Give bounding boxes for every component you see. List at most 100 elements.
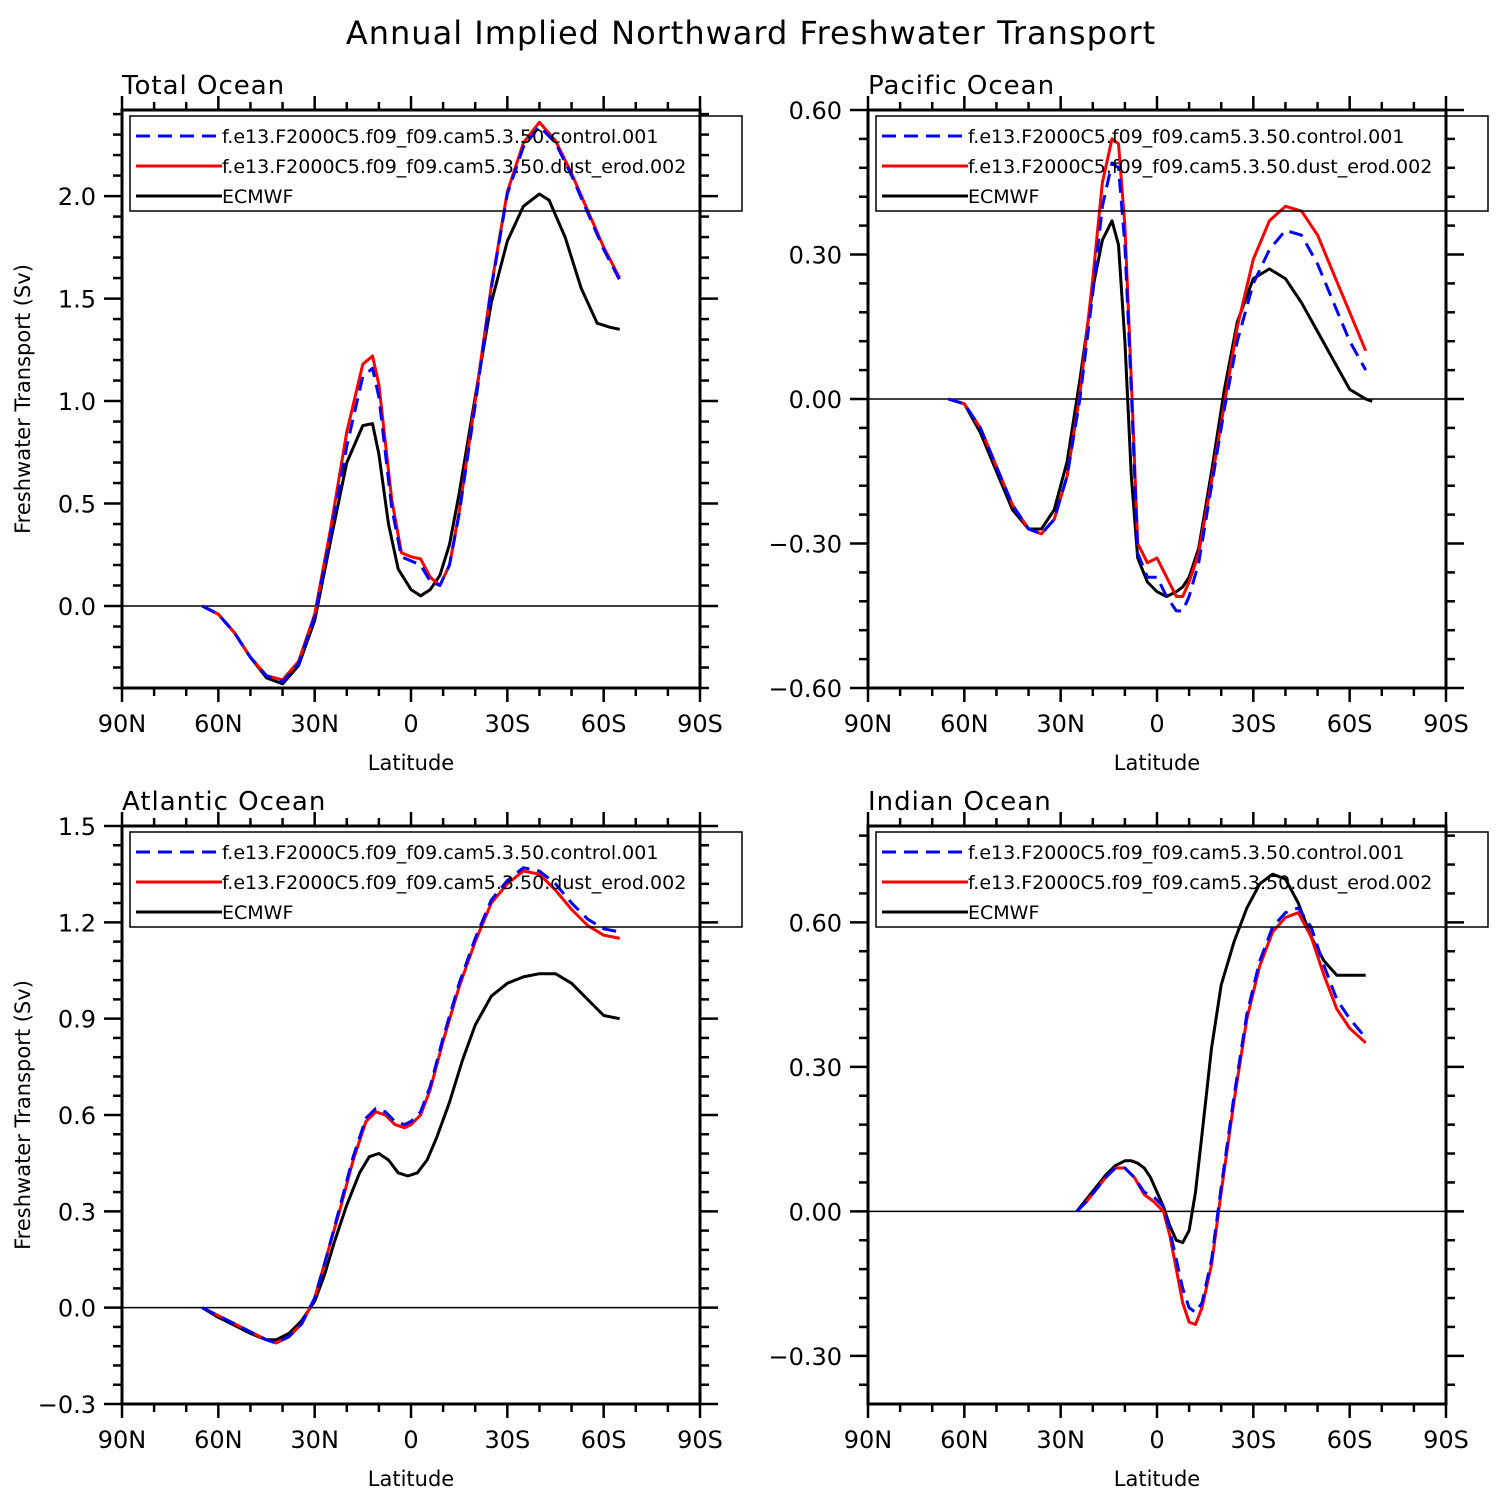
figure-title: Annual Implied Northward Freshwater Tran… xyxy=(346,14,1156,52)
y-tick-label: −0.3 xyxy=(38,1391,96,1419)
x-tick-label: 90S xyxy=(1423,710,1469,738)
x-tick-label: 30S xyxy=(484,1426,530,1454)
y-tick-label: 0.00 xyxy=(789,386,842,414)
y-tick-label: 0.5 xyxy=(58,491,96,519)
legend-label: ECMWF xyxy=(222,186,293,208)
x-tick-label: 30S xyxy=(484,710,530,738)
legend-box xyxy=(875,115,1489,212)
x-tick-label: 60S xyxy=(1327,1426,1373,1454)
legend-label: f.e13.F2000C5.f09_f09.cam5.3.50.control.… xyxy=(968,842,1404,864)
x-tick-label: 60S xyxy=(581,1426,627,1454)
panel-total-ocean: Total Ocean 90N 60N 30N 0 30S 60S 90S Latitude 0.… xyxy=(11,71,743,775)
legend-label: f.e13.F2000C5.f09_f09.cam5.3.50.control.… xyxy=(222,126,658,148)
panel-indian-ocean: Indian Ocean 90N 60N 30N 0 30S 60S 90S Latitude −… xyxy=(768,787,1489,1491)
series-line-dust-erod xyxy=(201,869,620,1345)
x-tick-label: 30S xyxy=(1230,1426,1276,1454)
panel-title: Total Ocean xyxy=(121,71,285,101)
x-tick-label: 60S xyxy=(581,710,627,738)
legend: f.e13.F2000C5.f09_f09.cam5.3.50.control.… xyxy=(129,831,743,928)
x-tick-label: 90S xyxy=(1423,1426,1469,1454)
y-tick-label: 1.5 xyxy=(58,813,96,841)
y-tick-label: 0.3 xyxy=(58,1198,96,1226)
x-tick-label: 30N xyxy=(290,710,339,738)
x-axis-label: Latitude xyxy=(1114,751,1200,775)
y-tick-label: 0.00 xyxy=(789,1198,842,1226)
y-tick-label: 2.0 xyxy=(58,183,96,211)
series-line-ecmwf xyxy=(1075,872,1366,1245)
series-line-control xyxy=(201,124,622,684)
panel-pacific-ocean: Pacific Ocean 90N 60N 30N 0 30S 60S 90S Latitude… xyxy=(768,71,1489,775)
legend-label: f.e13.F2000C5.f09_f09.cam5.3.50.dust_ero… xyxy=(222,872,686,894)
series-group xyxy=(947,137,1373,613)
x-axis-label: Latitude xyxy=(1114,1467,1200,1491)
panel-title: Indian Ocean xyxy=(868,787,1052,817)
x-axis-label: Latitude xyxy=(368,751,454,775)
x-axis-label: Latitude xyxy=(368,1467,454,1491)
y-tick-label: 0.0 xyxy=(58,1295,96,1323)
legend-label: ECMWF xyxy=(968,186,1039,208)
legend-label: f.e13.F2000C5.f09_f09.cam5.3.50.control.… xyxy=(222,842,658,864)
panel-title: Atlantic Ocean xyxy=(122,787,326,817)
y-tick-label: 0.0 xyxy=(58,593,96,621)
x-tick-label: 90N xyxy=(98,1426,147,1454)
series-line-control xyxy=(947,161,1368,613)
x-tick-label: 30N xyxy=(1036,710,1085,738)
x-tick-label: 0 xyxy=(1149,710,1164,738)
legend-label: f.e13.F2000C5.f09_f09.cam5.3.50.dust_ero… xyxy=(968,872,1432,894)
series-group xyxy=(201,120,622,686)
x-tick-label: 60N xyxy=(194,1426,243,1454)
panel-atlantic-ocean: Atlantic Ocean 90N 60N 30N 0 30S 60S 90S Latitud… xyxy=(11,787,743,1491)
x-tick-label: 90N xyxy=(844,710,893,738)
x-tick-label: 90N xyxy=(844,1426,893,1454)
series-line-dust-erod xyxy=(1075,911,1367,1326)
series-line-ecmwf xyxy=(201,192,621,686)
y-axis-label: Freshwater Transport (Sv) xyxy=(11,980,35,1250)
x-tick-label: 60N xyxy=(194,710,243,738)
y-tick-label: 1.2 xyxy=(58,909,96,937)
x-tick-label: 30S xyxy=(1230,710,1276,738)
x-tick-label: 30N xyxy=(1036,1426,1085,1454)
x-tick-label: 90S xyxy=(677,1426,723,1454)
series-line-ecmwf xyxy=(201,972,620,1342)
legend: f.e13.F2000C5.f09_f09.cam5.3.50.control.… xyxy=(875,831,1489,928)
y-tick-label: −0.30 xyxy=(768,1343,842,1371)
y-tick-label: −0.30 xyxy=(768,531,842,559)
y-tick-label: 1.0 xyxy=(58,388,96,416)
x-tick-label: 0 xyxy=(403,1426,418,1454)
legend: f.e13.F2000C5.f09_f09.cam5.3.50.control.… xyxy=(129,115,743,212)
y-tick-label: 0.9 xyxy=(58,1006,96,1034)
y-tick-label: 0.60 xyxy=(789,909,842,937)
y-tick-label: 1.5 xyxy=(58,286,96,314)
series-group xyxy=(201,866,620,1345)
y-tick-label: 0.60 xyxy=(789,97,842,125)
x-tick-label: 60N xyxy=(940,710,989,738)
y-tick-label: 0.6 xyxy=(58,1102,96,1130)
legend-label: ECMWF xyxy=(968,902,1039,924)
y-axis-label: Freshwater Transport (Sv) xyxy=(11,264,35,534)
x-tick-label: 90S xyxy=(677,710,723,738)
legend-box xyxy=(129,831,743,928)
y-tick-label: −0.60 xyxy=(768,675,842,703)
legend-box xyxy=(875,831,1489,928)
series-line-control xyxy=(1075,906,1367,1314)
x-tick-label: 60S xyxy=(1327,710,1373,738)
series-group xyxy=(1075,872,1367,1326)
legend-label: f.e13.F2000C5.f09_f09.cam5.3.50.dust_ero… xyxy=(968,156,1432,178)
legend-label: f.e13.F2000C5.f09_f09.cam5.3.50.control.… xyxy=(968,126,1404,148)
x-tick-label: 0 xyxy=(1149,1426,1164,1454)
legend-box xyxy=(129,115,743,212)
x-tick-label: 60N xyxy=(940,1426,989,1454)
x-tick-label: 90N xyxy=(98,710,147,738)
panel-title: Pacific Ocean xyxy=(868,71,1055,101)
y-tick-label: 0.30 xyxy=(789,1054,842,1082)
x-tick-label: 0 xyxy=(403,710,418,738)
legend-label: ECMWF xyxy=(222,902,293,924)
legend-label: f.e13.F2000C5.f09_f09.cam5.3.50.dust_ero… xyxy=(222,156,686,178)
panels-container: Total Ocean 90N 60N 30N 0 30S 60S 90S Latitude 0.… xyxy=(11,71,1489,1491)
x-tick-label: 30N xyxy=(290,1426,339,1454)
series-line-control xyxy=(201,866,620,1345)
y-tick-label: 0.30 xyxy=(789,242,842,270)
legend: f.e13.F2000C5.f09_f09.cam5.3.50.control.… xyxy=(875,115,1489,212)
series-line-ecmwf xyxy=(947,219,1373,598)
